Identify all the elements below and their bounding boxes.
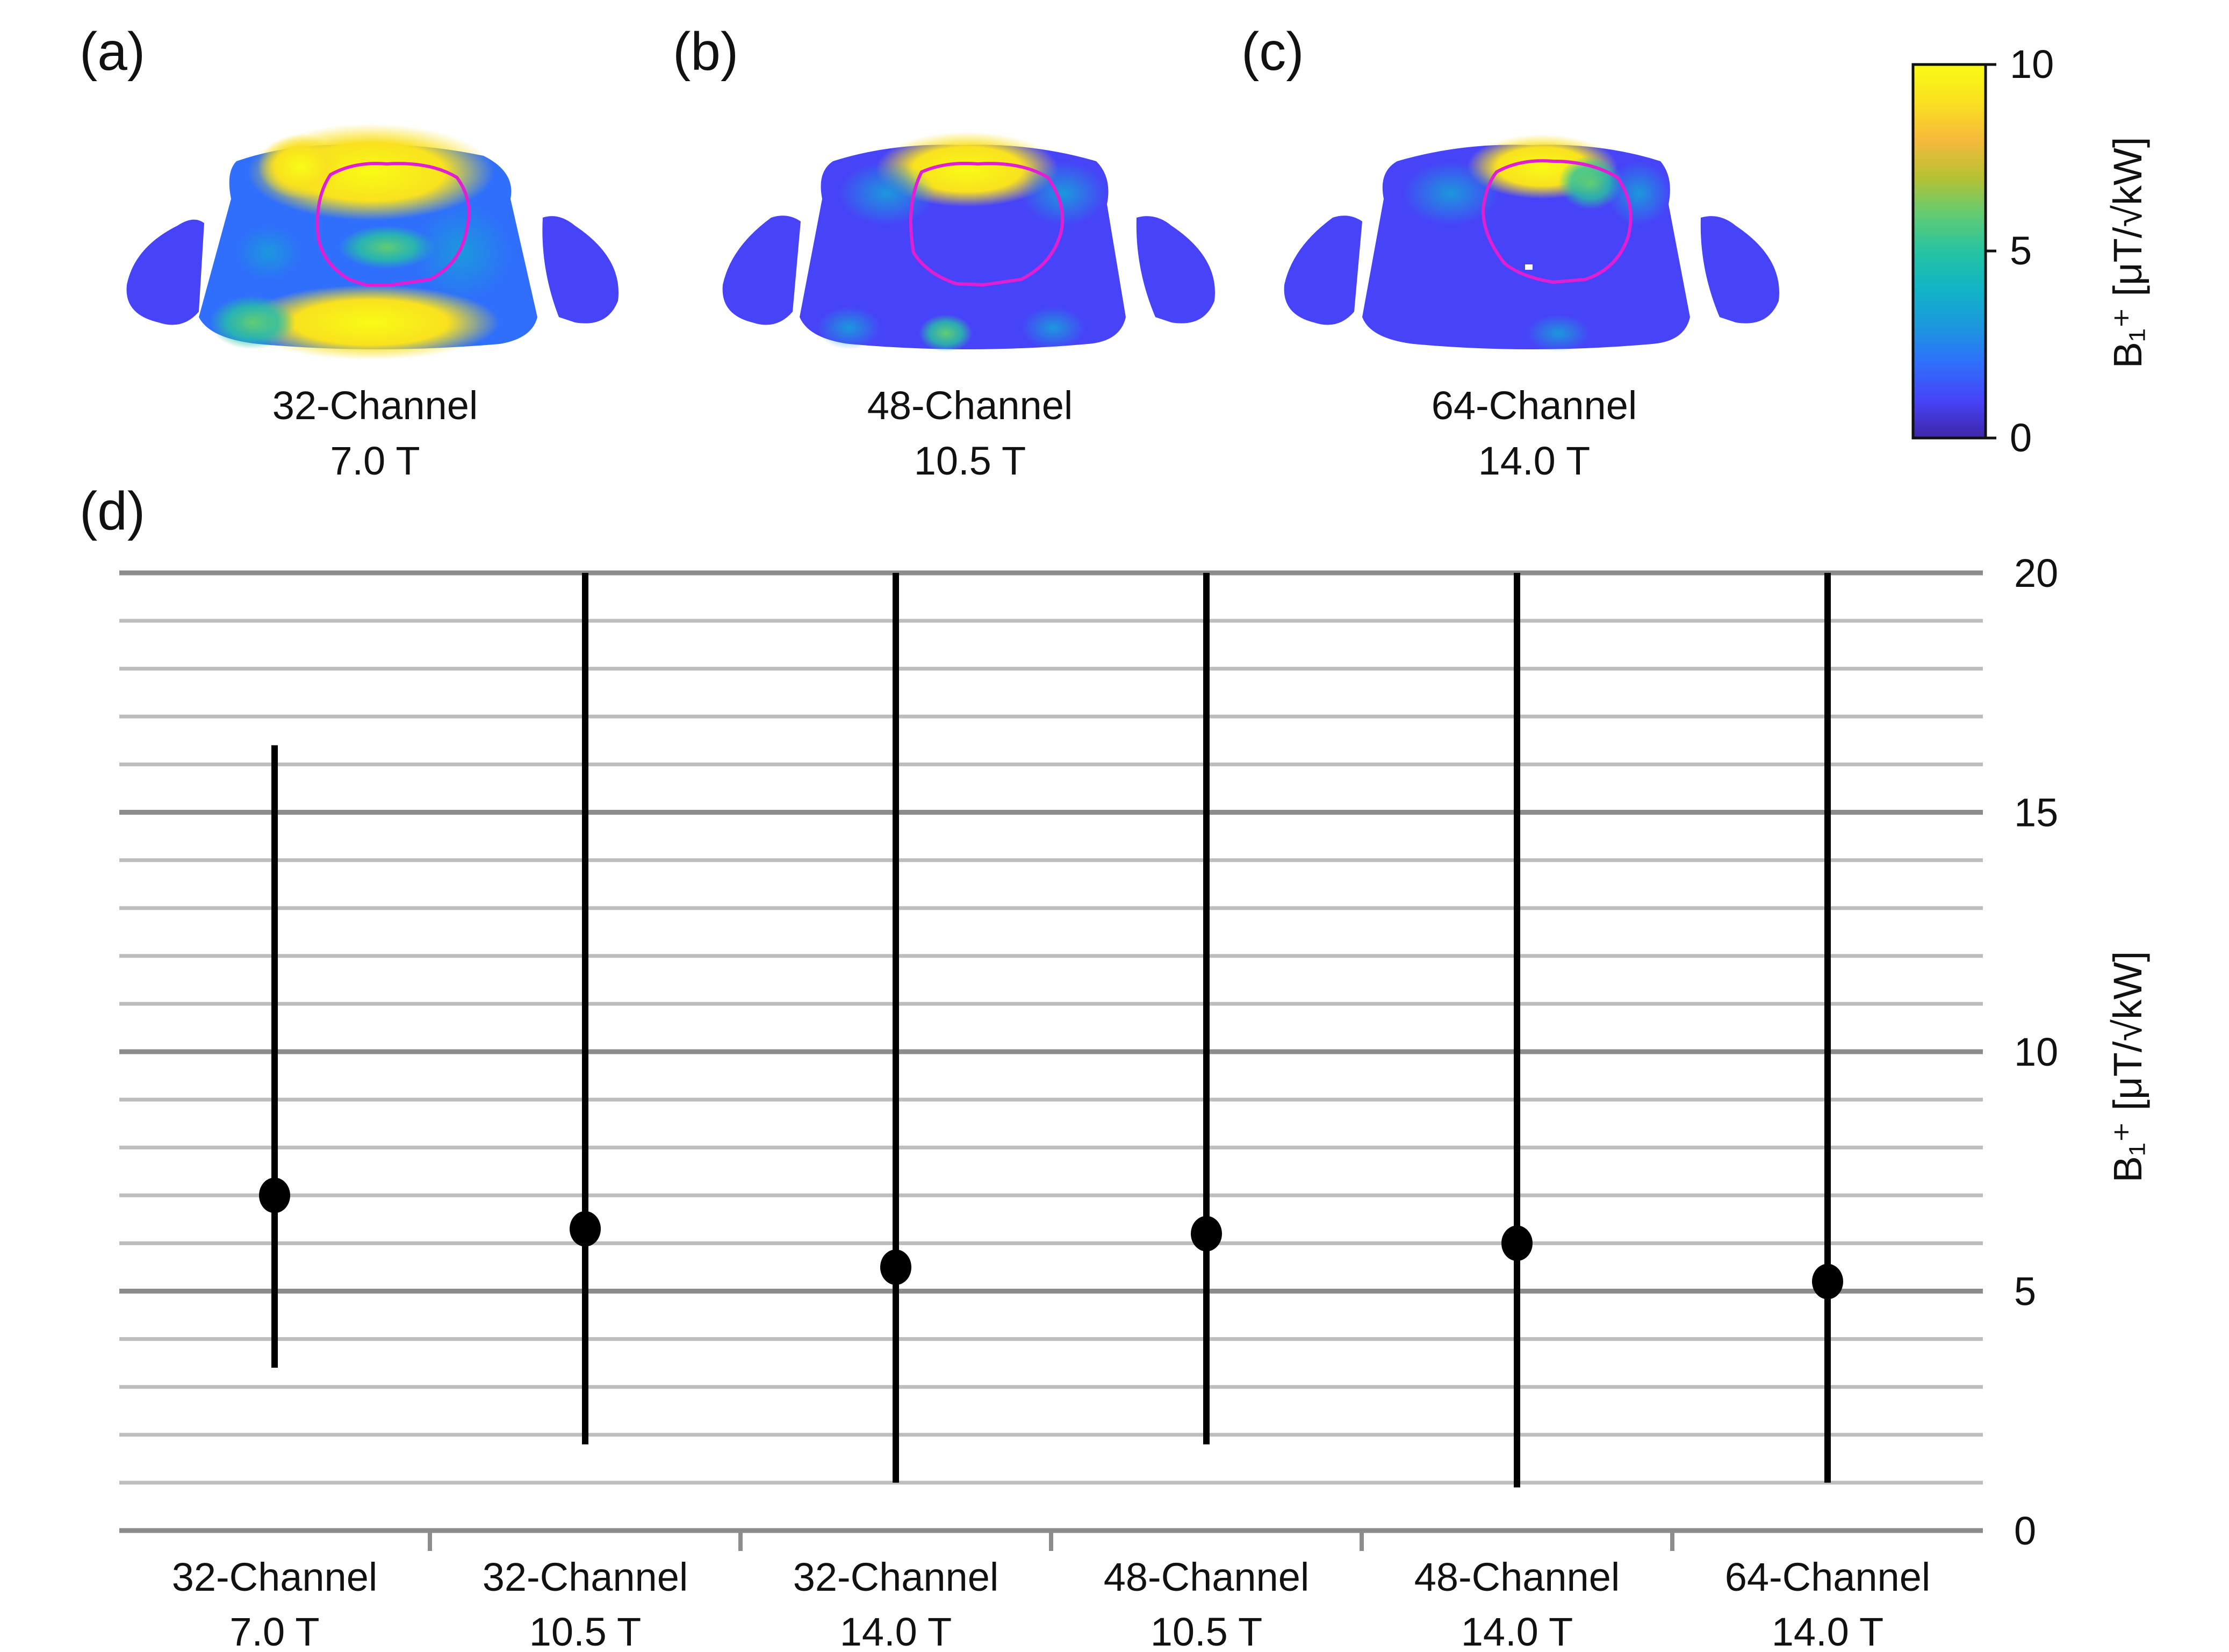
y-axis-ticks: 20 15 10 5 0 <box>2014 551 2058 1553</box>
chart-d: 20 15 10 5 0 32-Channel 7.0 T 32-Channel 10.5 T… <box>119 551 2150 1652</box>
x-tick-label-line2: 10.5 T <box>529 1610 641 1652</box>
y-tick-label: 0 <box>2014 1509 2036 1553</box>
mean-marker <box>259 1177 290 1213</box>
panel-letter-a: (a) <box>80 21 145 82</box>
x-tick-label-line1: 48-Channel <box>1104 1555 1310 1599</box>
x-tick-label-line1: 32-Channel <box>793 1555 999 1599</box>
grid-lines <box>119 570 1983 1485</box>
y-tick-label: 5 <box>2014 1269 2036 1314</box>
map-b-label-line2: 10.5 T <box>914 439 1026 483</box>
map-b-label-line1: 48-Channel <box>867 383 1073 428</box>
x-tick-label-line2: 14.0 T <box>1772 1610 1883 1652</box>
x-tick-label-line2: 7.0 T <box>229 1610 319 1652</box>
mean-marker <box>880 1249 911 1285</box>
x-tick-label-line2: 14.0 T <box>1461 1610 1573 1652</box>
x-axis-labels: 32-Channel 7.0 T 32-Channel 10.5 T 32-Channe… <box>172 1555 1931 1652</box>
panel-letter-c: (c) <box>1241 21 1304 82</box>
mean-marker <box>1812 1263 1843 1299</box>
map-c-label-line1: 64-Channel <box>1432 383 1637 428</box>
x-axis-ticks <box>428 1528 1674 1551</box>
series-mean-range <box>259 573 1843 1488</box>
b1-map-b <box>722 132 1215 352</box>
b1-map-a <box>126 124 619 360</box>
b1-map-c <box>1284 134 1779 352</box>
y-tick-label: 20 <box>2014 551 2058 595</box>
y-axis-title: B₁⁺ [μT/√kW] <box>2105 951 2150 1183</box>
panel-letter-d: (d) <box>80 481 145 541</box>
colorbar-tick-10: 10 <box>2010 42 2054 87</box>
colorbar-gradient <box>1911 63 1987 440</box>
x-tick-label-line1: 64-Channel <box>1725 1555 1931 1599</box>
x-tick-label-line1: 48-Channel <box>1414 1555 1620 1599</box>
x-tick-label-line2: 10.5 T <box>1151 1610 1262 1652</box>
colorbar: 10 5 0 B₁⁺ [μT/√kW] <box>1911 42 2150 460</box>
colorbar-tick-5: 5 <box>2010 228 2032 273</box>
panel-letter-b: (b) <box>673 21 738 82</box>
x-tick-label-line1: 32-Channel <box>483 1555 688 1599</box>
x-tick-label-line1: 32-Channel <box>172 1555 378 1599</box>
map-a-label-line1: 32-Channel <box>272 383 478 428</box>
colorbar-title: B₁⁺ [μT/√kW] <box>2105 137 2150 369</box>
x-tick-label-line2: 14.0 T <box>840 1610 952 1652</box>
map-c-label-line2: 14.0 T <box>1478 439 1590 483</box>
y-tick-label: 10 <box>2014 1030 2058 1074</box>
mean-marker <box>570 1211 601 1247</box>
mean-marker <box>1501 1225 1533 1261</box>
map-a-label-line2: 7.0 T <box>330 439 420 483</box>
colorbar-tick-0: 0 <box>2010 415 2032 460</box>
mean-marker <box>1191 1216 1222 1252</box>
y-tick-label: 15 <box>2014 791 2058 835</box>
